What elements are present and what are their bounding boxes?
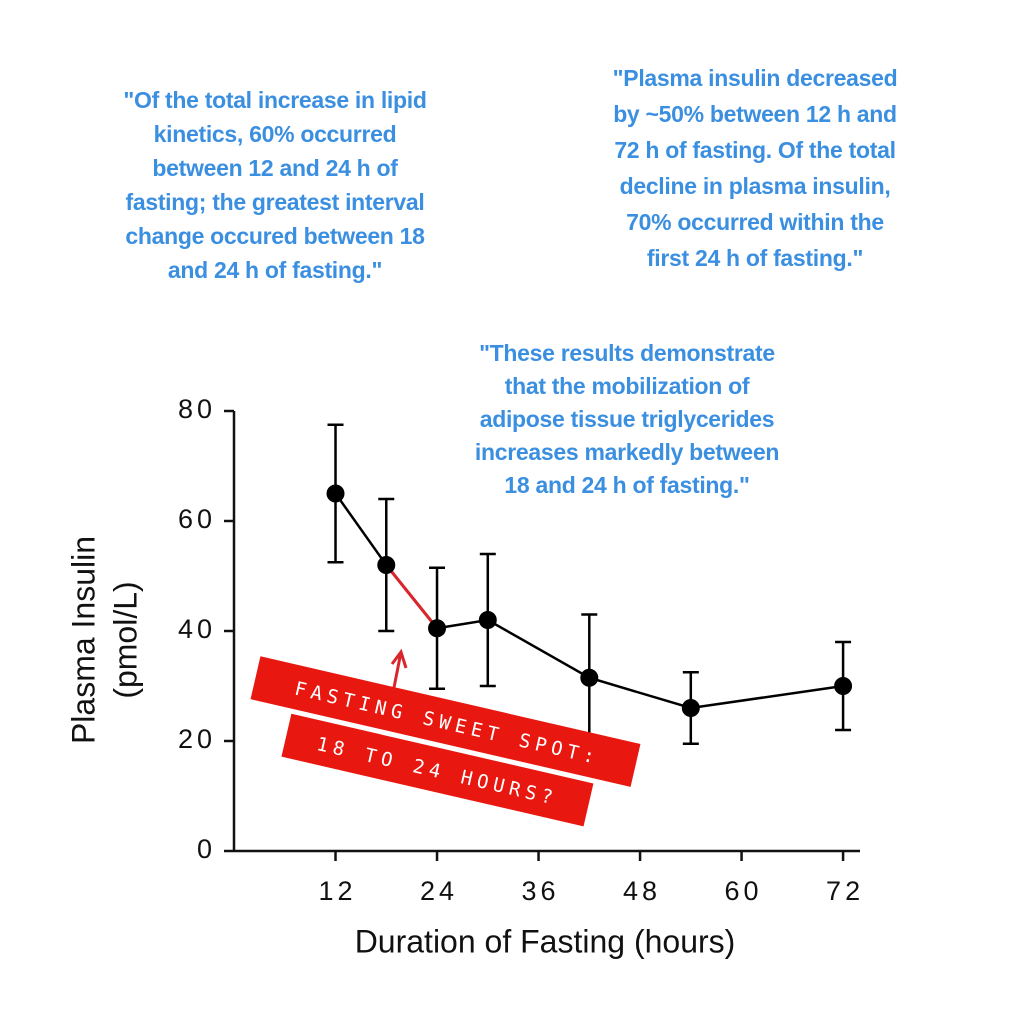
data-point [326,484,345,503]
annotation-line: between 12 and 24 h of [152,155,398,181]
annotation-line: "Of the total increase in lipid [123,87,426,113]
annotation-line: 70% occurred within the [626,209,884,235]
annotation-line: kinetics, 60% occurred [154,121,397,147]
highlight-segment [385,564,439,630]
x-tick-label: 60 [725,876,763,906]
x-tick-label: 72 [826,876,864,906]
data-point [681,699,700,717]
y-tick-label: 40 [178,614,216,644]
data-point [834,677,853,695]
data-point [377,556,396,574]
y-tick-label: 20 [178,724,216,754]
annotation-line: adipose tissue triglycerides [480,406,775,432]
y-tick-label: 80 [178,394,216,424]
annotation-line: by ~50% between 12 h and [613,101,897,127]
x-tick-label: 24 [420,876,458,906]
x-axis-title: Duration of Fasting (hours) [355,923,736,959]
y-axis-title: Plasma Insulin [65,536,101,744]
y-tick-label: 0 [197,834,216,864]
annotation-line: first 24 h of fasting." [647,245,863,271]
annotation-line: that the mobilization of [505,373,750,399]
callout-background [250,656,641,787]
annotation-line: change occured between 18 [125,223,425,249]
callout-background [281,713,594,827]
annotation-line: 72 h of fasting. Of the total [614,137,895,163]
data-point [478,611,497,629]
y-tick-label: 60 [178,504,216,534]
annotation-line: and 24 h of fasting." [168,257,382,283]
x-tick-label: 36 [522,876,560,906]
annotation-line: decline in plasma insulin, [620,173,891,199]
annotation-line: "Plasma insulin decreased [613,65,898,91]
data-point [580,668,599,687]
y-axis-title: (pmol/L) [107,581,143,698]
data-point [428,619,447,638]
annotation-line: "These results demonstrate [479,340,775,366]
x-tick-label: 12 [318,876,356,906]
annotation-line: increases markedly between [475,439,779,465]
x-tick-label: 48 [623,876,661,906]
annotation-line: 18 and 24 h of fasting." [504,472,749,498]
annotation-line: fasting; the greatest interval [125,189,424,215]
